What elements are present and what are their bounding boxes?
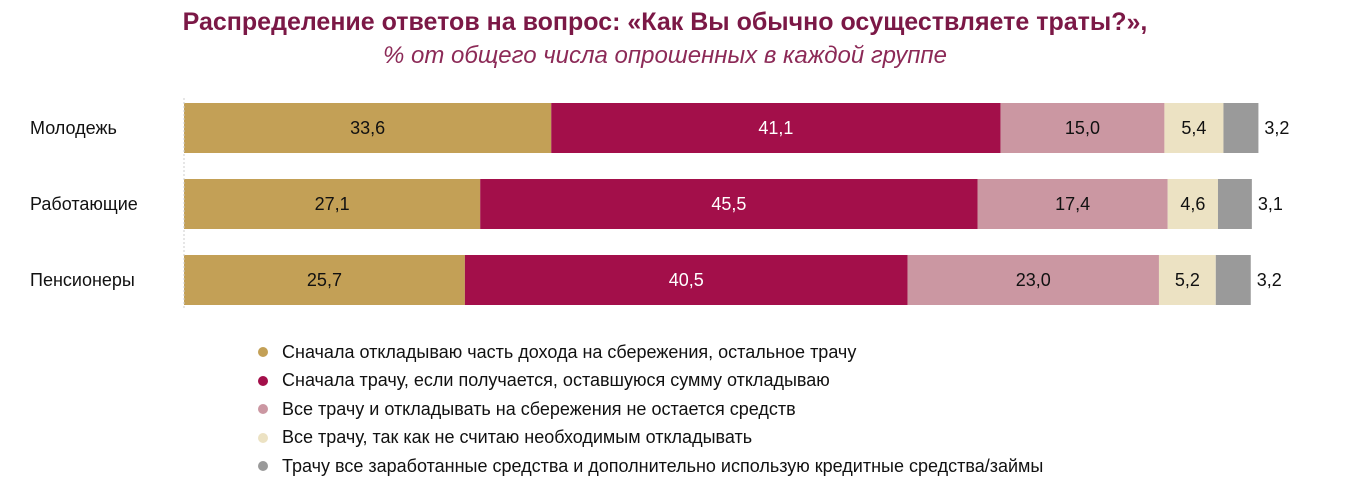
bar-segment — [1158, 255, 1216, 305]
bar-segment — [464, 255, 908, 305]
category-label: Работающие — [30, 194, 138, 214]
legend: Сначала откладываю часть дохода на сбере… — [258, 338, 1043, 481]
legend-marker-icon — [258, 461, 268, 472]
data-label: 41,1 — [758, 118, 793, 138]
legend-label: Все трачу, так как не считаю необходимым… — [282, 427, 753, 448]
legend-item: Все трачу, так как не считаю необходимым… — [258, 424, 1043, 453]
bar-segment — [551, 103, 1001, 153]
data-label: 15,0 — [1065, 118, 1100, 138]
legend-item: Все трачу и откладывать на сбережения не… — [258, 395, 1043, 424]
bar-segment — [480, 179, 978, 229]
legend-item: Сначала трачу, если получается, оставшую… — [258, 367, 1043, 396]
legend-marker-icon — [258, 375, 268, 386]
legend-marker-icon — [258, 404, 268, 415]
bar-segment — [977, 179, 1168, 229]
data-label: 23,0 — [1016, 270, 1051, 290]
chart-subtitle: % от общего числа опрошенных в каждой гр… — [383, 42, 947, 69]
data-label: 4,6 — [1180, 194, 1205, 214]
category-label: Пенсионеры — [30, 270, 135, 290]
data-label: 17,4 — [1055, 194, 1090, 214]
data-label: 3,2 — [1257, 270, 1282, 290]
bar-segment — [1167, 179, 1218, 229]
category-label: Молодежь — [30, 118, 117, 138]
data-label: 5,2 — [1175, 270, 1200, 290]
data-label: 33,6 — [350, 118, 385, 138]
bar-segment — [1000, 103, 1165, 153]
legend-marker-icon — [258, 432, 268, 443]
legend-label: Сначала трачу, если получается, оставшую… — [282, 370, 830, 391]
data-label: 3,2 — [1264, 118, 1289, 138]
data-label: 3,1 — [1258, 194, 1283, 214]
bar-segment — [907, 255, 1159, 305]
legend-label: Все трачу и откладывать на сбережения не… — [282, 398, 796, 419]
chart-title: Распределение ответов на вопрос: «Как Вы… — [182, 8, 1148, 36]
legend-item: Сначала откладываю часть дохода на сбере… — [258, 338, 1043, 367]
bar-segment — [184, 179, 481, 229]
bar-segment — [1215, 255, 1251, 305]
data-label: 25,7 — [307, 270, 342, 290]
data-label: 27,1 — [315, 194, 350, 214]
bar-segment — [184, 255, 465, 305]
bar-segment — [1223, 103, 1259, 153]
legend-marker-icon — [258, 347, 268, 358]
stacked-bar-chart: Молодежь 33,6 41,1 15,0 5,4 3,2 Работающие 27,1… — [30, 98, 1289, 310]
legend-label: Сначала откладываю часть дохода на сбере… — [282, 341, 857, 362]
legend-label: Трачу все заработанные средства и дополн… — [282, 455, 1044, 476]
data-label: 5,4 — [1181, 118, 1206, 138]
legend-item: Трачу все заработанные средства и дополн… — [258, 452, 1043, 481]
data-label: 45,5 — [711, 194, 746, 214]
bar-segment — [184, 103, 552, 153]
bar-segment — [1217, 179, 1252, 229]
bar-segment — [1164, 103, 1224, 153]
data-label: 40,5 — [669, 270, 704, 290]
